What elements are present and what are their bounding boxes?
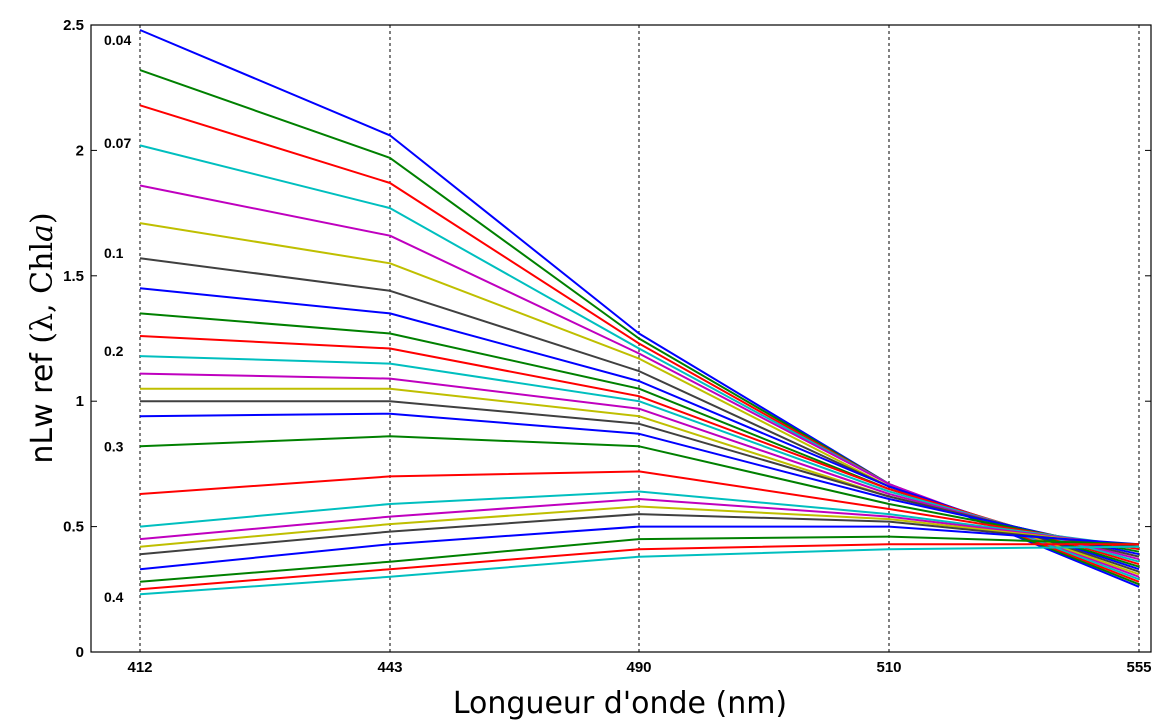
y-axis-label-math: (λ, Chl (25, 242, 60, 344)
y-axis-label-italic: a (25, 224, 60, 242)
y-tick-label: 2 (76, 142, 84, 159)
curve-label: 0.2 (104, 343, 124, 359)
series-line-22 (139, 525, 1140, 571)
series-line-17 (139, 470, 1140, 551)
series-line-18 (139, 490, 1140, 548)
x-tick-label: 443 (377, 659, 402, 676)
curve-label: 0.04 (104, 32, 131, 48)
x-axis-label: Longueur d'onde (nm) (453, 686, 787, 721)
curve-labels: 0.04 0.07 0.1 0.2 0.3 0.4 (104, 32, 131, 605)
series-line-20 (139, 505, 1140, 548)
curve-label: 0.07 (104, 135, 131, 151)
x-tick-label: 555 (1126, 659, 1151, 676)
series-line-16 (139, 435, 1140, 553)
y-axis-label-prefix: nLw ref (25, 344, 60, 464)
series-line-25 (139, 545, 1140, 596)
plot-frame (90, 24, 1152, 653)
series-line-23 (139, 535, 1140, 583)
x-axis-ticks: 412 443 490 510 555 (127, 659, 1151, 676)
series-line-21 (139, 513, 1140, 556)
y-tick-label: 2.5 (63, 17, 84, 34)
y-tick-label: 0 (76, 644, 84, 661)
curve-label: 0.1 (104, 245, 124, 261)
x-tick-label: 510 (876, 659, 901, 676)
y-tick-label: 1 (76, 393, 84, 410)
y-tick-label: 0.5 (63, 519, 84, 536)
x-tick-label: 412 (127, 659, 152, 676)
y-axis-label-close: ) (25, 212, 60, 224)
y-axis-label: nLw ref (λ, Chla) (25, 212, 60, 463)
series-line-24 (139, 543, 1139, 591)
curve-label: 0.4 (104, 589, 124, 605)
y-axis-ticks: 0 0.5 1 1.5 2 2.5 (63, 17, 1151, 661)
y-tick-label: 1.5 (63, 268, 84, 285)
x-tick-label: 490 (626, 659, 651, 676)
curve-label: 0.3 (104, 438, 124, 454)
series-line-19 (139, 498, 1140, 548)
series-line-15 (139, 412, 1140, 556)
series-group (139, 29, 1140, 596)
